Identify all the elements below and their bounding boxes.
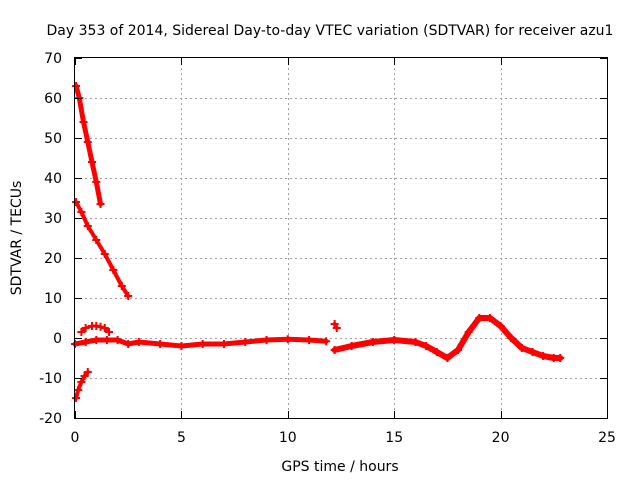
data-point (100, 324, 109, 332)
series-arc-low-ascending (72, 368, 92, 402)
x-tick-label: 10 (279, 430, 297, 446)
data-point (507, 334, 516, 342)
data-point (83, 368, 92, 376)
data-point (74, 386, 83, 394)
data-point (464, 328, 473, 336)
data-point (556, 354, 565, 362)
data-point (83, 222, 92, 230)
grid-lines (75, 58, 607, 418)
y-tick-label: -10 (39, 371, 62, 387)
data-point (134, 338, 143, 346)
series-arc-afternoon (330, 314, 565, 362)
x-tick-label: 25 (598, 430, 616, 446)
data-point (219, 340, 228, 348)
data-point (177, 342, 186, 350)
data-point (485, 314, 494, 322)
series-line (72, 336, 329, 349)
data-point (156, 340, 165, 348)
x-tick-label: 5 (177, 430, 186, 446)
data-series (71, 82, 565, 402)
data-point (322, 337, 331, 346)
plot-frame (74, 57, 608, 419)
x-tick-label: 20 (492, 430, 510, 446)
x-axis-ticks: 0 5 10 15 20 25 (71, 58, 616, 446)
data-point (454, 346, 463, 354)
data-point (305, 336, 314, 344)
chart-title: Day 353 of 2014, Sidereal Day-to-day VTE… (47, 23, 614, 39)
data-point (77, 208, 86, 216)
data-point (81, 324, 90, 332)
y-tick-label: 30 (44, 211, 62, 227)
data-point (390, 336, 399, 344)
data-point (81, 338, 90, 346)
data-point (411, 338, 420, 346)
data-point (96, 200, 105, 208)
data-point (105, 328, 114, 336)
data-point (496, 322, 505, 330)
data-point (79, 118, 88, 126)
y-axis-label: SDTVAR / TECUs (9, 181, 25, 296)
y-tick-label: 60 (44, 91, 62, 107)
data-point (100, 250, 109, 258)
data-point (241, 338, 250, 346)
data-point (422, 342, 431, 350)
data-point (77, 328, 86, 336)
data-point (117, 282, 126, 290)
series-arc-short (330, 320, 341, 332)
y-tick-label: 50 (44, 131, 62, 147)
x-tick-label: 0 (71, 430, 80, 446)
series-arc-mid-descending (72, 198, 133, 300)
series-arc-near-zero-b (71, 335, 331, 350)
series-line (74, 200, 131, 298)
data-point (443, 354, 452, 362)
y-axis-ticks: -20 -10 0 10 20 30 40 50 60 70 (39, 51, 607, 427)
y-tick-label: 40 (44, 171, 62, 187)
y-tick-label: 0 (53, 331, 62, 347)
data-point (77, 378, 86, 386)
data-point (109, 266, 118, 274)
data-point (528, 348, 537, 356)
data-point (539, 352, 548, 360)
data-point (83, 138, 92, 146)
data-point (96, 322, 105, 331)
data-point (368, 338, 377, 346)
x-tick-label: 15 (385, 430, 403, 446)
data-point (330, 346, 339, 354)
data-point (124, 292, 133, 300)
series-arc-high-descending (72, 82, 105, 208)
y-tick-label: 10 (44, 291, 62, 307)
data-point (113, 336, 122, 344)
data-point (102, 336, 111, 344)
y-tick-label: 20 (44, 251, 62, 267)
x-axis-label: GPS time / hours (281, 459, 398, 475)
data-point (475, 314, 484, 322)
data-point (92, 236, 101, 244)
data-point (283, 335, 292, 344)
data-point (72, 198, 81, 206)
data-point (92, 336, 101, 344)
data-point (92, 178, 101, 186)
series-arc-near-zero-a (77, 322, 114, 336)
data-point (347, 342, 356, 350)
data-point (517, 344, 526, 352)
data-point (198, 340, 207, 348)
y-tick-label: -20 (39, 411, 62, 427)
data-point (124, 340, 133, 348)
data-point (432, 348, 441, 356)
data-point (72, 394, 81, 402)
data-point (262, 336, 271, 344)
data-point (72, 82, 81, 90)
y-tick-label: 70 (44, 51, 62, 67)
data-point (332, 324, 341, 332)
data-point (88, 158, 97, 166)
